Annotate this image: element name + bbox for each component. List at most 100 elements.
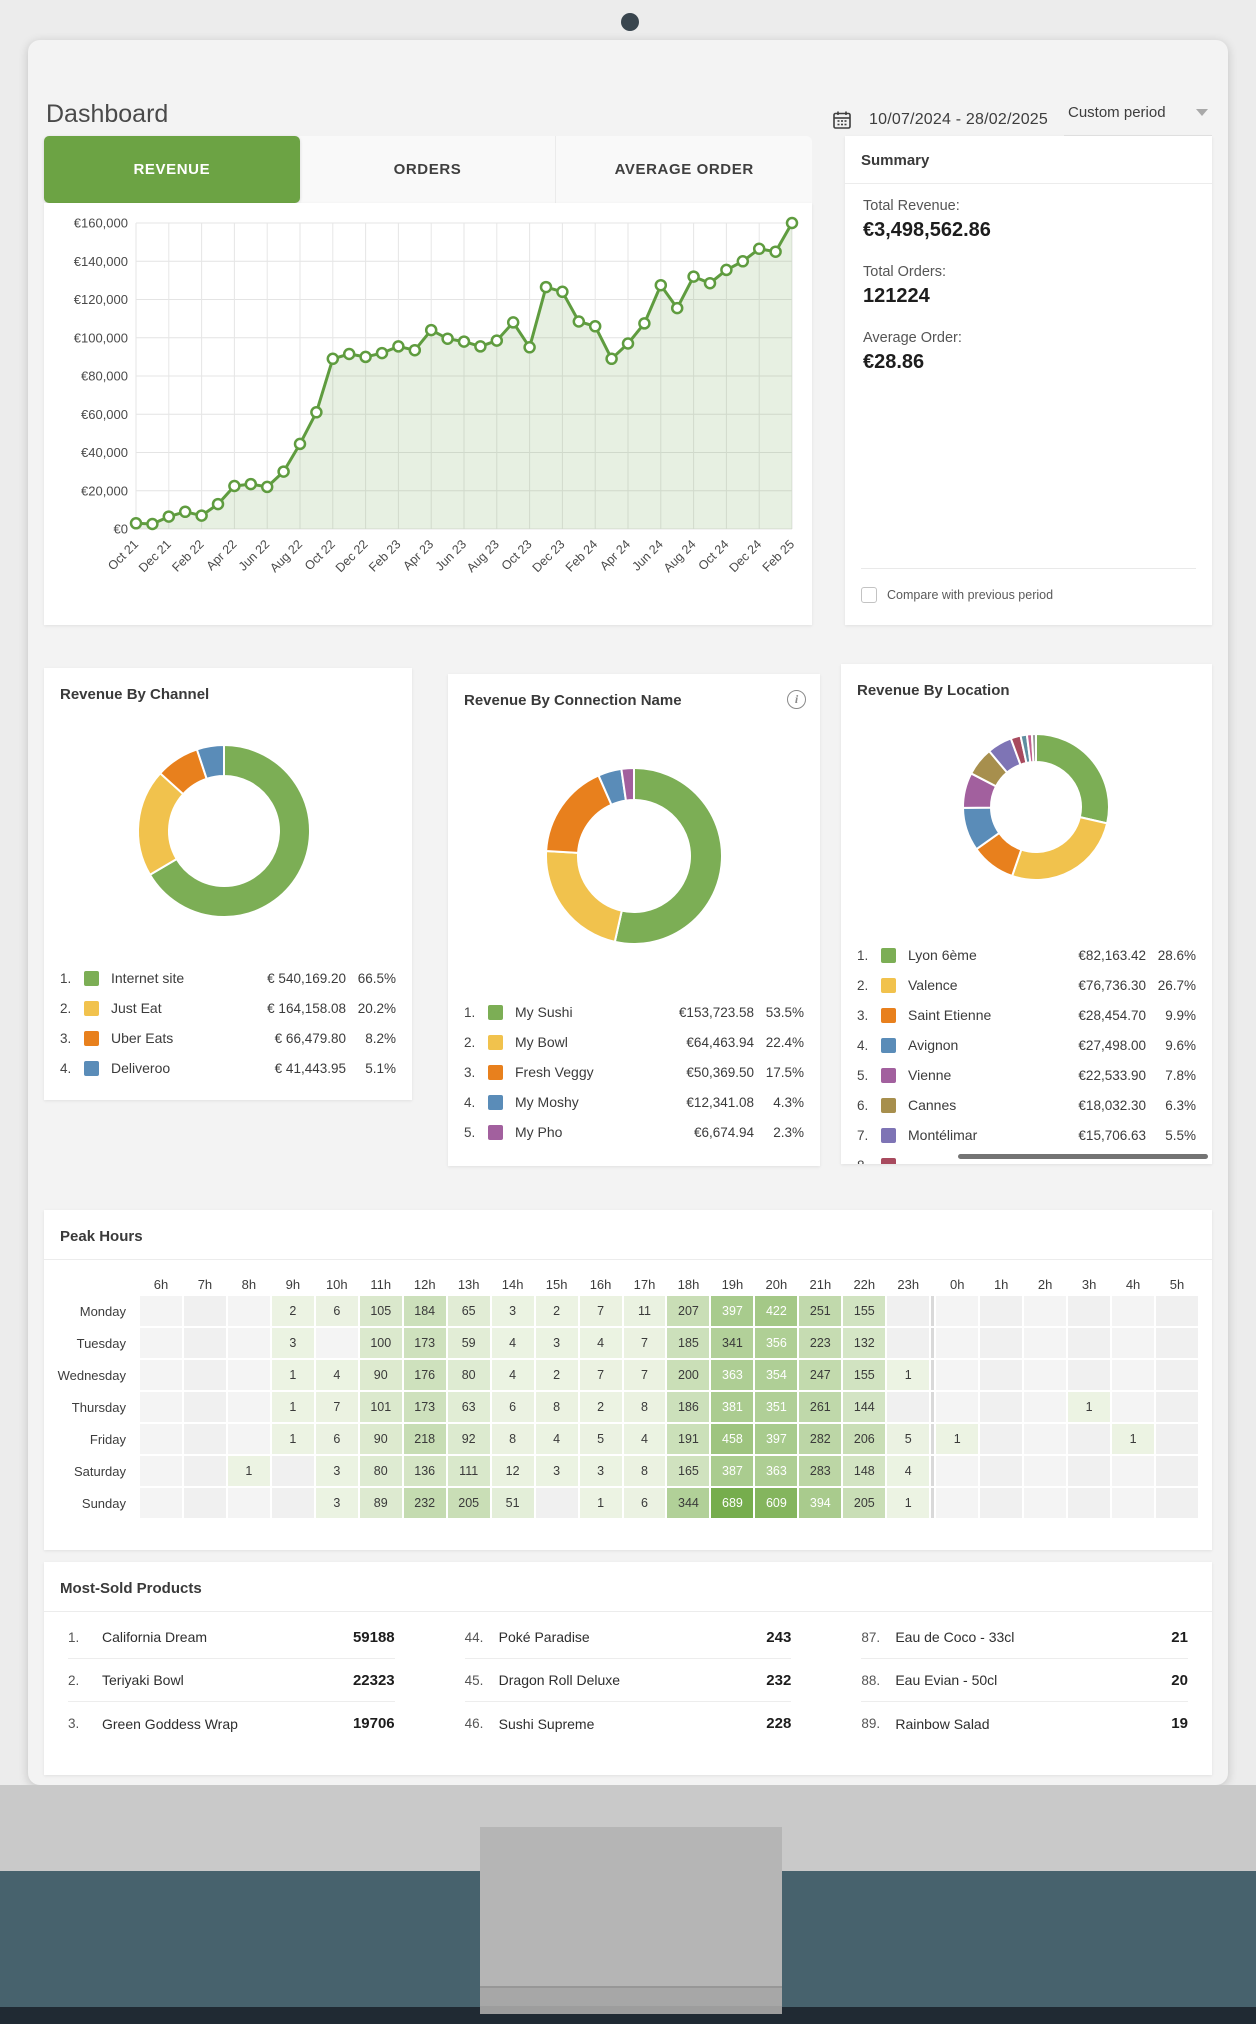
heatmap-cell[interactable]: 80 <box>359 1456 402 1486</box>
heatmap-cell[interactable]: 89 <box>359 1488 402 1518</box>
heatmap-cell[interactable]: 458 <box>711 1424 754 1454</box>
heatmap-cell[interactable]: 206 <box>843 1424 886 1454</box>
product-row[interactable]: 1. California Dream 59188 <box>68 1616 395 1659</box>
heatmap-cell[interactable]: 65 <box>447 1296 490 1326</box>
info-icon[interactable]: i <box>787 690 806 709</box>
legend-item[interactable]: 1. My Sushi €153,723.58 53.5% <box>464 997 804 1027</box>
donut-slice[interactable] <box>1030 732 1037 764</box>
heatmap-cell[interactable]: 282 <box>799 1424 842 1454</box>
heatmap-cell[interactable]: 63 <box>447 1392 490 1422</box>
heatmap-cell[interactable]: 184 <box>403 1296 446 1326</box>
legend-item[interactable]: 5. My Pho €6,674.94 2.3% <box>464 1117 804 1147</box>
heatmap-cell[interactable]: 261 <box>799 1392 842 1422</box>
product-row[interactable]: 2. Teriyaki Bowl 22323 <box>68 1659 395 1702</box>
heatmap-cell[interactable]: 8 <box>491 1424 534 1454</box>
heatmap-cell[interactable]: 341 <box>711 1328 754 1358</box>
donut-slice[interactable] <box>545 774 613 854</box>
heatmap-cell[interactable]: 200 <box>667 1360 710 1390</box>
heatmap-cell[interactable]: 4 <box>535 1424 578 1454</box>
heatmap-cell[interactable]: 207 <box>667 1296 710 1326</box>
heatmap-cell[interactable]: 132 <box>843 1328 886 1358</box>
heatmap-cell[interactable]: 8 <box>623 1392 666 1422</box>
heatmap-cell[interactable]: 3 <box>579 1456 622 1486</box>
heatmap-cell[interactable]: 4 <box>315 1360 358 1390</box>
heatmap-cell[interactable]: 6 <box>315 1296 358 1326</box>
legend-item[interactable]: 4. Avignon €27,498.00 9.6% <box>857 1030 1196 1060</box>
heatmap-cell[interactable]: 1 <box>936 1424 979 1454</box>
heatmap-cell[interactable]: 186 <box>667 1392 710 1422</box>
heatmap-cell[interactable]: 6 <box>491 1392 534 1422</box>
heatmap-cell[interactable]: 354 <box>755 1360 798 1390</box>
heatmap-cell[interactable]: 283 <box>799 1456 842 1486</box>
period-dropdown[interactable]: Custom period <box>1064 102 1212 137</box>
product-row[interactable]: 3. Green Goddess Wrap 19706 <box>68 1702 395 1745</box>
heatmap-cell[interactable]: 3 <box>271 1328 314 1358</box>
heatmap-cell[interactable]: 3 <box>315 1488 358 1518</box>
heatmap-cell[interactable]: 59 <box>447 1328 490 1358</box>
heatmap-cell[interactable]: 232 <box>403 1488 446 1518</box>
legend-item[interactable]: 4. My Moshy €12,341.08 4.3% <box>464 1087 804 1117</box>
heatmap-cell[interactable]: 205 <box>843 1488 886 1518</box>
heatmap-cell[interactable]: 105 <box>359 1296 402 1326</box>
heatmap-cell[interactable]: 363 <box>711 1360 754 1390</box>
product-row[interactable]: 88. Eau Evian - 50cl 20 <box>861 1659 1188 1702</box>
heatmap-cell[interactable]: 12 <box>491 1456 534 1486</box>
heatmap-cell[interactable]: 2 <box>271 1296 314 1326</box>
heatmap-cell[interactable]: 4 <box>623 1424 666 1454</box>
heatmap-cell[interactable]: 51 <box>491 1488 534 1518</box>
heatmap-cell[interactable]: 356 <box>755 1328 798 1358</box>
heatmap-cell[interactable]: 4 <box>491 1360 534 1390</box>
heatmap-cell[interactable]: 4 <box>887 1456 930 1486</box>
product-row[interactable]: 46. Sushi Supreme 228 <box>465 1702 792 1745</box>
heatmap-cell[interactable]: 205 <box>447 1488 490 1518</box>
donut-slice[interactable] <box>148 743 311 918</box>
heatmap-cell[interactable]: 90 <box>359 1424 402 1454</box>
date-range-value[interactable]: 10/07/2024 - 28/02/2025 <box>869 110 1048 128</box>
heatmap-cell[interactable]: 397 <box>711 1296 754 1326</box>
scrollbar-thumb[interactable] <box>958 1154 1208 1159</box>
heatmap-cell[interactable]: 92 <box>447 1424 490 1454</box>
heatmap-cell[interactable]: 165 <box>667 1456 710 1486</box>
heatmap-cell[interactable]: 136 <box>403 1456 446 1486</box>
legend-item[interactable]: 3. Fresh Veggy €50,369.50 17.5% <box>464 1057 804 1087</box>
heatmap-cell[interactable]: 5 <box>887 1424 930 1454</box>
heatmap-cell[interactable]: 173 <box>403 1328 446 1358</box>
legend-item[interactable]: 2. My Bowl €64,463.94 22.4% <box>464 1027 804 1057</box>
heatmap-cell[interactable]: 144 <box>843 1392 886 1422</box>
heatmap-cell[interactable]: 1 <box>271 1392 314 1422</box>
heatmap-cell[interactable]: 7 <box>315 1392 358 1422</box>
legend-item[interactable]: 1. Internet site € 540,169.20 66.5% <box>60 963 396 993</box>
legend-item[interactable]: 5. Vienne €22,533.90 7.8% <box>857 1060 1196 1090</box>
heatmap-cell[interactable]: 173 <box>403 1392 446 1422</box>
heatmap-cell[interactable]: 111 <box>447 1456 490 1486</box>
heatmap-cell[interactable]: 6 <box>623 1488 666 1518</box>
donut-slice[interactable] <box>545 849 623 944</box>
heatmap-cell[interactable]: 7 <box>623 1360 666 1390</box>
heatmap-cell[interactable]: 223 <box>799 1328 842 1358</box>
heatmap-cell[interactable]: 80 <box>447 1360 490 1390</box>
tab-average-order[interactable]: AVERAGE ORDER <box>614 161 754 178</box>
heatmap-cell[interactable]: 3 <box>535 1456 578 1486</box>
tab-orders[interactable]: ORDERS <box>300 136 557 203</box>
heatmap-cell[interactable]: 155 <box>843 1360 886 1390</box>
heatmap-cell[interactable]: 6 <box>315 1424 358 1454</box>
heatmap-cell[interactable]: 7 <box>623 1328 666 1358</box>
heatmap-cell[interactable]: 191 <box>667 1424 710 1454</box>
legend-item[interactable]: 3. Saint Etienne €28,454.70 9.9% <box>857 1000 1196 1030</box>
heatmap-cell[interactable]: 1 <box>227 1456 270 1486</box>
donut-slice[interactable] <box>613 766 723 945</box>
legend-item[interactable]: 2. Valence €76,736.30 26.7% <box>857 970 1196 1000</box>
heatmap-cell[interactable]: 176 <box>403 1360 446 1390</box>
legend-item[interactable]: 6. Cannes €18,032.30 6.3% <box>857 1090 1196 1120</box>
heatmap-cell[interactable]: 1 <box>271 1424 314 1454</box>
heatmap-cell[interactable]: 7 <box>579 1360 622 1390</box>
legend-item[interactable]: 3. Uber Eats € 66,479.80 8.2% <box>60 1023 396 1053</box>
heatmap-cell[interactable]: 1 <box>887 1360 930 1390</box>
heatmap-cell[interactable]: 363 <box>755 1456 798 1486</box>
tab-revenue[interactable]: REVENUE <box>44 136 300 203</box>
heatmap-cell[interactable]: 148 <box>843 1456 886 1486</box>
heatmap-cell[interactable]: 8 <box>535 1392 578 1422</box>
heatmap-cell[interactable]: 90 <box>359 1360 402 1390</box>
heatmap-cell[interactable]: 1 <box>1112 1424 1155 1454</box>
heatmap-cell[interactable]: 2 <box>535 1296 578 1326</box>
